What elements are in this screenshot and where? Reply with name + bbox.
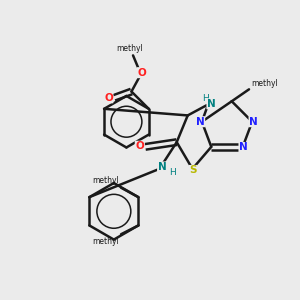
Text: H: H — [202, 94, 209, 103]
Text: N: N — [196, 117, 205, 127]
Text: N: N — [207, 99, 216, 109]
Text: S: S — [189, 165, 197, 176]
Text: methyl: methyl — [92, 176, 118, 185]
Text: N: N — [158, 162, 166, 172]
Text: H: H — [169, 167, 176, 176]
Text: O: O — [104, 93, 113, 103]
Text: N: N — [249, 117, 258, 127]
Text: N: N — [239, 142, 248, 152]
Text: O: O — [135, 141, 144, 151]
Text: methyl: methyl — [251, 79, 278, 88]
Text: methyl: methyl — [92, 237, 118, 246]
Text: methyl: methyl — [116, 44, 142, 53]
Text: O: O — [137, 68, 146, 78]
